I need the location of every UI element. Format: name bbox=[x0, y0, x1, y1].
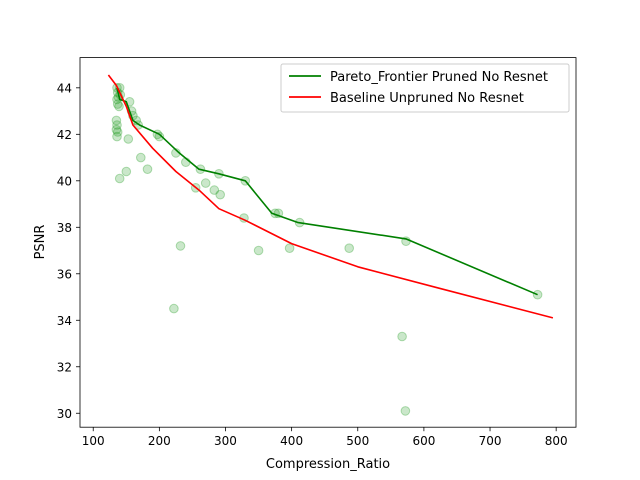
scatter-point-34 bbox=[215, 189, 225, 200]
x-tick-label-700: 700 bbox=[479, 434, 502, 448]
y-axis-label: PSNR bbox=[33, 225, 48, 260]
scatter-point-11 bbox=[112, 127, 123, 137]
scatter-point-37 bbox=[253, 245, 264, 256]
scatter-point-22 bbox=[142, 164, 153, 174]
y-tick-label-32: 32 bbox=[57, 360, 72, 374]
y-tick-label-44: 44 bbox=[57, 81, 72, 95]
legend-box bbox=[280, 63, 570, 113]
scatter-point-15 bbox=[123, 134, 134, 144]
y-tick-label-36: 36 bbox=[57, 267, 72, 281]
legend: Pareto_Frontier Pruned No Resnet Baselin… bbox=[280, 63, 570, 113]
scatter-point-31 bbox=[200, 178, 211, 188]
x-tick-label-300: 300 bbox=[214, 434, 237, 448]
x-tick-label-600: 600 bbox=[412, 434, 435, 448]
y-axis-ticks: 30 32 34 36 38 40 42 44 bbox=[57, 81, 80, 421]
series-line-1 bbox=[107, 74, 554, 319]
x-tick-label-100: 100 bbox=[82, 434, 105, 448]
scatter-point-21 bbox=[136, 152, 146, 163]
scatter-point-10 bbox=[111, 124, 122, 135]
x-tick-label-200: 200 bbox=[148, 434, 171, 448]
scatter-point-14 bbox=[121, 166, 132, 177]
scatter-point-9 bbox=[112, 120, 122, 130]
series-line-0 bbox=[116, 87, 538, 296]
x-tick-label-500: 500 bbox=[346, 434, 369, 448]
scatter-point-25 bbox=[169, 303, 179, 314]
x-axis-ticks: 100 200 300 400 500 600 700 800 bbox=[82, 427, 568, 448]
scatter-point-42 bbox=[344, 243, 355, 253]
legend-label-pareto: Pareto_Frontier Pruned No Resnet bbox=[330, 70, 548, 85]
x-tick-label-800: 800 bbox=[545, 434, 568, 448]
scatter-point-12 bbox=[112, 131, 122, 142]
scatter-point-8 bbox=[111, 115, 122, 126]
scatter-point-24 bbox=[154, 131, 165, 142]
scatter-point-43 bbox=[397, 331, 407, 342]
x-tick-label-400: 400 bbox=[280, 434, 303, 448]
scatter-point-4 bbox=[112, 99, 123, 109]
scatter-point-13 bbox=[114, 173, 125, 184]
scatter-point-27 bbox=[175, 241, 186, 251]
plot-frame bbox=[79, 57, 577, 428]
scatter-point-45 bbox=[400, 406, 411, 416]
scatter-point-5 bbox=[114, 101, 124, 112]
y-tick-label-38: 38 bbox=[57, 221, 72, 235]
series-lines bbox=[107, 74, 554, 319]
scatter-point-40 bbox=[284, 243, 295, 253]
plot-area bbox=[80, 57, 576, 428]
y-tick-label-30: 30 bbox=[57, 407, 72, 421]
x-axis-label: Compression_Ratio bbox=[266, 457, 390, 472]
y-tick-label-42: 42 bbox=[57, 128, 72, 142]
legend-label-baseline: Baseline Unpruned No Resnet bbox=[330, 91, 524, 106]
y-tick-label-40: 40 bbox=[57, 174, 72, 188]
scatter-point-32 bbox=[209, 185, 220, 195]
y-tick-label-34: 34 bbox=[57, 314, 72, 328]
